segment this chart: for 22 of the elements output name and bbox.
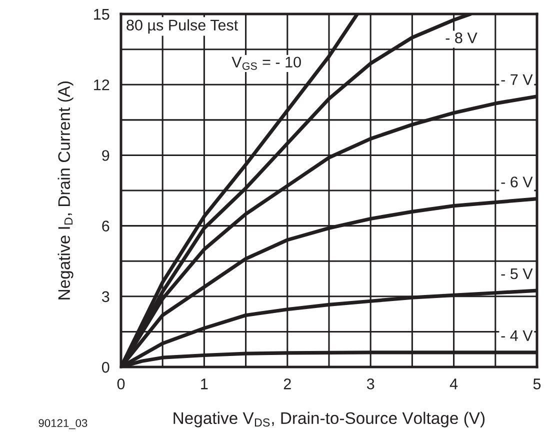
y-tick-label: 9 [102, 150, 110, 161]
y-tick-label: 15 [94, 9, 110, 20]
x-tick-label: 0 [117, 378, 125, 390]
x-axis-title: Negative V$_{DS}$, Drain-to-Source Voltage (V) [174, 412, 485, 428]
y-axis-title: Negative I$_{D}$, Drain Current (A) [58, 82, 74, 300]
series-label: - 6 V [501, 176, 533, 188]
series-label: - 7 V [501, 74, 533, 85]
x-tick-label: 2 [284, 378, 291, 390]
x-tick-label: 3 [366, 378, 374, 390]
y-tick-label: 6 [102, 220, 110, 232]
x-tick-label: 5 [533, 378, 541, 390]
series-label: - 8 V [446, 32, 478, 44]
x-tick-label: 4 [450, 378, 458, 390]
y-tick-label: 3 [102, 291, 110, 302]
y-tick-label: 0 [102, 362, 110, 373]
x-tick-label: 1 [201, 378, 208, 390]
y-tick-label: 12 [94, 79, 110, 90]
annotation: V$_{GS}$ = - 10 [232, 56, 301, 70]
text: 90121_03 [38, 419, 88, 430]
series-label: - 5 V [501, 268, 533, 280]
annotation: 80 µs Pulse Test [126, 19, 238, 34]
series-label: - 4 V [501, 330, 533, 341]
